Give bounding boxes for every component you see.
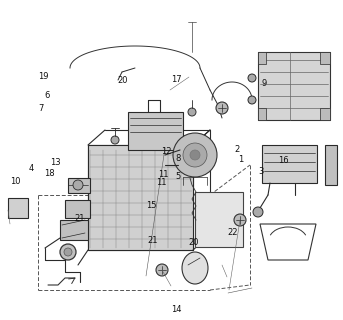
Text: 20: 20 bbox=[188, 238, 199, 247]
Circle shape bbox=[190, 150, 200, 160]
Bar bbox=[88, 145, 193, 250]
Text: 10: 10 bbox=[10, 177, 20, 186]
Text: 2: 2 bbox=[234, 145, 239, 154]
Text: 7: 7 bbox=[38, 104, 44, 113]
Text: 6: 6 bbox=[44, 91, 49, 100]
Circle shape bbox=[248, 96, 256, 104]
Text: 8: 8 bbox=[175, 154, 180, 163]
Circle shape bbox=[253, 207, 263, 217]
Circle shape bbox=[173, 133, 217, 177]
Circle shape bbox=[111, 136, 119, 144]
Bar bbox=[258, 52, 330, 120]
Text: 9: 9 bbox=[261, 79, 267, 88]
Bar bbox=[262, 145, 317, 183]
Circle shape bbox=[248, 74, 256, 82]
Text: 12: 12 bbox=[161, 147, 172, 156]
Circle shape bbox=[60, 244, 76, 260]
Circle shape bbox=[216, 102, 228, 114]
Ellipse shape bbox=[182, 252, 208, 284]
Bar bbox=[258, 52, 266, 64]
Text: 16: 16 bbox=[279, 156, 289, 165]
Text: 14: 14 bbox=[171, 305, 181, 314]
Text: 21: 21 bbox=[147, 236, 158, 245]
Text: 20: 20 bbox=[117, 76, 128, 85]
Circle shape bbox=[64, 248, 72, 256]
Text: 17: 17 bbox=[171, 75, 181, 84]
Text: 22: 22 bbox=[227, 228, 238, 237]
Text: 11: 11 bbox=[156, 178, 167, 187]
Bar bbox=[195, 192, 243, 247]
Text: 13: 13 bbox=[50, 158, 60, 167]
Bar bbox=[60, 220, 88, 240]
Bar bbox=[320, 108, 330, 120]
Text: 21: 21 bbox=[75, 214, 85, 223]
Bar bbox=[128, 112, 183, 150]
Text: 5: 5 bbox=[175, 172, 180, 181]
Text: 19: 19 bbox=[38, 72, 49, 81]
Text: 1: 1 bbox=[238, 155, 244, 164]
Bar bbox=[258, 108, 266, 120]
Circle shape bbox=[73, 180, 83, 190]
Bar bbox=[320, 52, 330, 64]
Bar bbox=[68, 178, 90, 193]
Text: 18: 18 bbox=[45, 169, 55, 178]
Bar bbox=[65, 200, 90, 218]
Circle shape bbox=[234, 214, 246, 226]
Bar bbox=[88, 145, 193, 250]
Circle shape bbox=[183, 143, 207, 167]
Circle shape bbox=[188, 108, 196, 116]
Bar bbox=[8, 198, 28, 218]
Text: 15: 15 bbox=[146, 201, 156, 210]
Text: 3: 3 bbox=[258, 167, 263, 176]
Text: 11: 11 bbox=[158, 170, 169, 179]
Circle shape bbox=[156, 264, 168, 276]
Bar bbox=[325, 145, 337, 185]
Text: 4: 4 bbox=[28, 164, 33, 173]
